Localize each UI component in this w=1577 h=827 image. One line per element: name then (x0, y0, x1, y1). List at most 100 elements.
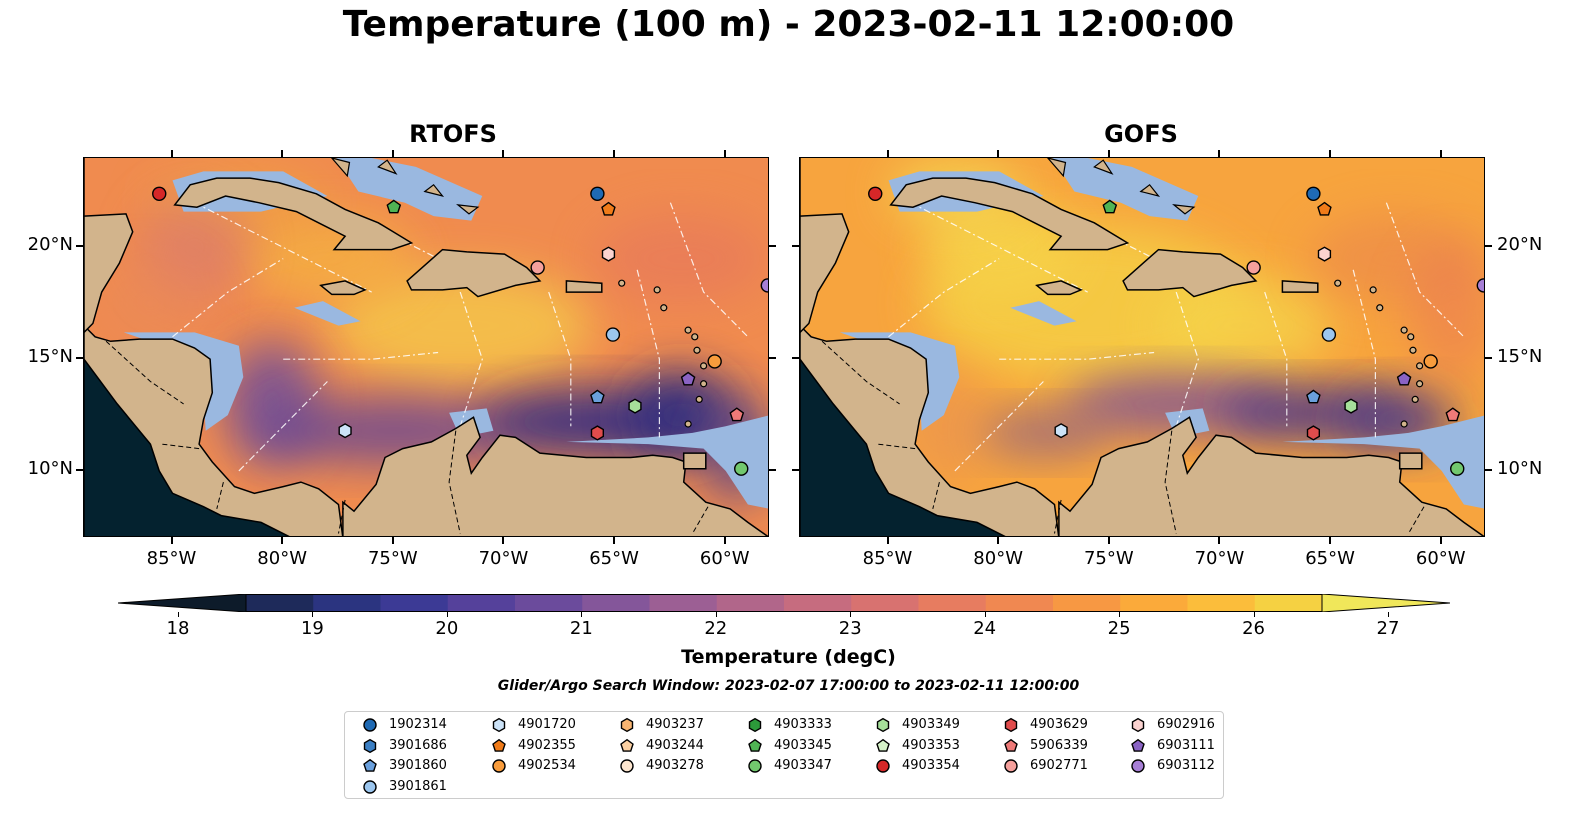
float-marker-1902314 (590, 186, 605, 201)
colorbar-bin (582, 594, 650, 612)
y-tick-mark (792, 468, 799, 471)
y-tick-mark (792, 245, 799, 248)
legend-marker (1131, 738, 1145, 752)
colorbar-bin (918, 594, 987, 612)
land-lesser-antilles (1369, 286, 1377, 294)
colorbar-tick-mark (581, 612, 583, 617)
land-south-america (1058, 416, 1484, 536)
legend-marker (876, 738, 890, 752)
legend-label: 4903349 (902, 717, 960, 732)
colorbar-tick-mark (178, 612, 179, 617)
legend-marker-circle (620, 759, 634, 773)
land-lesser-antilles (693, 346, 701, 354)
shallow-shelf (336, 158, 483, 221)
country-border (338, 499, 346, 534)
legend-label: 4903353 (902, 737, 960, 753)
eez-boundary (1352, 269, 1377, 438)
colorbar-tick-label: 19 (300, 618, 324, 639)
land-jamaica (319, 280, 367, 296)
legend-label: 6902916 (1157, 717, 1215, 732)
x-tick-mark-top (1218, 150, 1221, 157)
x-tick-mark-top (281, 150, 284, 157)
legend-marker (1131, 717, 1145, 733)
float-marker-6902916 (1317, 246, 1332, 262)
land-bahamas (377, 159, 398, 175)
x-tick-mark (1329, 537, 1332, 544)
map-canvas (800, 158, 1484, 536)
colorbar-bin (1120, 594, 1188, 612)
country-border (932, 481, 940, 510)
x-tick-mark-top (723, 150, 726, 157)
legend-label: 4902534 (518, 758, 576, 773)
eez-boundary (636, 269, 661, 438)
x-tick-label: 85°W (862, 548, 913, 569)
colorbar-tick-mark (1119, 612, 1121, 617)
land-lesser-antilles (1411, 395, 1419, 404)
eez-boundary (888, 258, 1000, 338)
legend-marker (363, 779, 377, 794)
land-bahamas (1093, 159, 1114, 175)
pacific-ocean (800, 357, 1006, 536)
land-bahamas (331, 158, 351, 178)
legend-marker-pentagon (363, 758, 377, 772)
y-tick-mark (769, 468, 776, 471)
legend-marker (1004, 717, 1018, 733)
y-tick-mark (769, 357, 776, 360)
float-marker-4901720 (1054, 423, 1068, 439)
eez-boundary (954, 381, 1044, 472)
legend-marker-hexagon (1131, 717, 1145, 733)
panel-title-rtofs: RTOFS (409, 120, 497, 148)
colorbar-tick-mark (850, 612, 852, 617)
legend-marker-circle (1004, 759, 1018, 773)
land-lesser-antilles (1376, 304, 1384, 312)
y-tick-mark (1485, 468, 1492, 471)
land-yucatan (800, 213, 850, 334)
x-tick-label: 60°W (699, 548, 750, 569)
shallow-shelf (294, 301, 361, 326)
colorbar-bin (716, 594, 785, 612)
legend-label: 4903354 (902, 758, 960, 773)
colorbar-tick-label: 23 (838, 618, 862, 639)
eez-boundary (910, 202, 1088, 293)
y-tick-mark (76, 357, 83, 360)
land-hispaniola (406, 248, 542, 298)
legend-label: 4903347 (774, 758, 832, 773)
float-marker-4902355 (1317, 201, 1332, 216)
x-tick-mark (502, 537, 505, 544)
land-lesser-antilles (684, 420, 692, 428)
legend-marker (1004, 738, 1018, 752)
float-marker-1902314 (1306, 186, 1321, 201)
land-bahamas (1172, 204, 1196, 215)
colorbar-bin (985, 594, 1054, 612)
legend-label: 3901861 (389, 778, 447, 794)
legend-label: 6902771 (1030, 758, 1088, 773)
legend-marker (363, 758, 377, 772)
eez-boundary (669, 202, 749, 338)
legend-label: 6903111 (1157, 737, 1215, 753)
eez-boundary (172, 258, 284, 338)
land-jamaica (1035, 280, 1083, 296)
land-cuba (173, 177, 414, 251)
colorbar-tick-label: 25 (1107, 618, 1131, 639)
land-lesser-antilles (691, 333, 699, 341)
legend-marker-pentagon (876, 738, 890, 752)
x-tick-label: 70°W (478, 548, 529, 569)
x-tick-mark (170, 537, 173, 544)
legend-label: 4903278 (646, 758, 704, 773)
float-marker-4902355 (601, 201, 616, 216)
shallow-shelf (1282, 415, 1484, 509)
land-lesser-antilles (684, 326, 692, 334)
legend-marker-hexagon (492, 717, 506, 733)
legend-marker-pentagon (492, 738, 506, 752)
x-tick-mark-top (613, 150, 616, 157)
float-marker-4901720 (338, 423, 352, 439)
legend-label: 4903244 (646, 737, 704, 753)
float-marker-4903349 (1344, 398, 1358, 414)
colorbar-tick-label: 21 (569, 618, 593, 639)
shallow-shelf (566, 415, 768, 509)
float-marker-6903111 (680, 371, 696, 386)
float-marker-3901860 (1306, 389, 1321, 404)
x-tick-mark-top (502, 150, 505, 157)
legend-marker-hexagon (620, 717, 634, 733)
land-yucatan (84, 213, 134, 334)
